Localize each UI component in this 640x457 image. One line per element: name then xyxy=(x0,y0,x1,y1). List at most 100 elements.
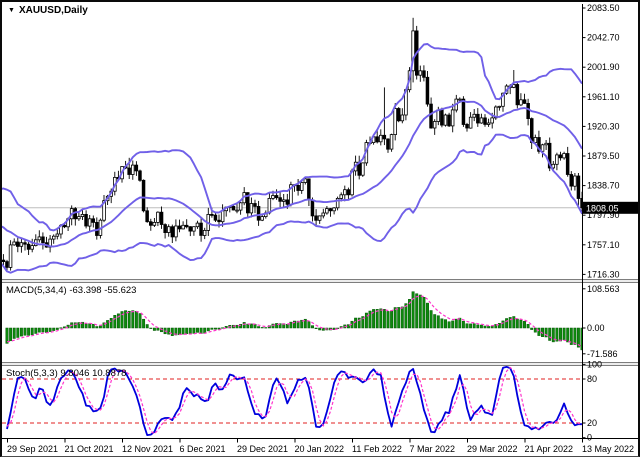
bollinger-lower-line xyxy=(2,133,582,274)
macd-bar xyxy=(23,327,27,336)
macd-bar xyxy=(224,326,228,329)
macd-bar xyxy=(523,321,526,329)
candle-body xyxy=(483,117,487,125)
candle-body xyxy=(19,242,24,247)
macd-bar xyxy=(102,322,106,329)
candle-body xyxy=(199,222,203,236)
macd-bar xyxy=(562,327,566,341)
candle-body xyxy=(256,205,261,221)
macd-bar xyxy=(5,327,9,344)
macd-bar xyxy=(300,319,304,329)
candle-body xyxy=(278,197,282,202)
candle-body xyxy=(468,116,473,129)
candle-body xyxy=(425,76,430,105)
macd-bar xyxy=(303,318,307,329)
candle-body xyxy=(23,242,27,245)
macd-bar xyxy=(454,318,458,329)
candle-body xyxy=(15,241,20,247)
macd-bar xyxy=(515,318,519,329)
macd-bar xyxy=(440,318,444,329)
macd-bar xyxy=(415,293,419,329)
macd-bar xyxy=(174,327,178,336)
macd-bar xyxy=(48,327,52,332)
time-axis[interactable]: 29 Sep 2021 21 Oct 2021 12 Nov 2021 6 Dec 2… xyxy=(7,439,634,454)
macd-bar xyxy=(447,321,451,329)
macd-bar xyxy=(429,310,433,329)
chart-header: ▼ XAUUSD,Daily xyxy=(8,5,88,16)
candle-body xyxy=(152,221,157,226)
separator-main-macd[interactable] xyxy=(2,279,640,280)
macd-bar xyxy=(497,323,501,329)
time-tick-label: 21 Apr 2022 xyxy=(525,444,574,454)
candle-body xyxy=(260,216,264,221)
macd-bar xyxy=(149,327,153,329)
time-tick-label: 29 Mar 2022 xyxy=(467,444,518,454)
candle-body xyxy=(314,215,318,221)
macd-bar xyxy=(66,324,70,329)
separator-macd-stoch[interactable] xyxy=(2,362,640,363)
time-tick-label: 7 Mar 2022 xyxy=(410,444,456,454)
macd-bar xyxy=(12,327,16,339)
candle-body xyxy=(332,207,336,212)
macd-bar xyxy=(311,325,314,329)
macd-bar xyxy=(45,327,48,333)
separator-macd-stoch-groove xyxy=(2,363,638,365)
candle-body xyxy=(296,184,300,191)
macd-bar xyxy=(95,326,99,329)
candle-body xyxy=(52,235,56,240)
candle-body xyxy=(328,208,333,212)
macd-bar xyxy=(52,327,56,331)
candle-body xyxy=(432,121,437,129)
macd-bar xyxy=(113,315,117,329)
candle-body xyxy=(547,142,552,169)
candles-series[interactable] xyxy=(2,17,583,271)
macd-bar xyxy=(55,327,59,330)
macd-bar xyxy=(379,308,383,329)
macd-bar xyxy=(81,321,84,329)
macd-bar xyxy=(422,297,426,329)
macd-bar xyxy=(357,317,361,329)
price-tick-label: 1797.90 xyxy=(587,210,620,220)
candle-body xyxy=(562,153,566,159)
candle-body xyxy=(26,243,31,250)
macd-bar xyxy=(88,323,92,329)
time-tick-label: 13 May 2022 xyxy=(582,444,634,454)
candle-body xyxy=(317,215,322,221)
candle-body xyxy=(170,226,175,238)
price-tick-label: 1961.10 xyxy=(587,92,620,102)
macd-bar xyxy=(142,318,146,329)
macd-bar xyxy=(293,320,296,329)
candle-body xyxy=(555,154,559,165)
macd-tick-label: 108.563 xyxy=(587,284,620,294)
candle-body xyxy=(231,205,236,211)
price-axis[interactable]: 2083.50 2042.70 2001.90 1961.10 1920.30 1879.… xyxy=(2,3,640,443)
time-tick-label: 11 Feb 2022 xyxy=(352,444,402,454)
main-price-panel[interactable] xyxy=(2,17,583,274)
price-tick-label: 2083.50 xyxy=(587,3,620,13)
macd-bar xyxy=(318,327,322,331)
macd-bar xyxy=(59,327,63,329)
macd-bar xyxy=(368,310,372,329)
candle-body xyxy=(181,224,185,230)
candle-body xyxy=(519,99,523,106)
candle-body xyxy=(210,213,214,216)
symbol-dropdown-icon[interactable]: ▼ xyxy=(8,7,15,14)
candle-body xyxy=(307,178,311,201)
macd-panel[interactable] xyxy=(5,291,583,351)
macd-bar xyxy=(465,323,469,329)
stoch-panel[interactable] xyxy=(2,366,582,436)
candle-body xyxy=(41,236,45,244)
candle-body xyxy=(346,189,351,196)
candle-body xyxy=(102,200,106,221)
candle-body xyxy=(141,179,146,212)
macd-bar xyxy=(73,322,77,329)
candle-body xyxy=(303,178,308,183)
candle-body xyxy=(497,105,502,108)
candle-body xyxy=(339,194,343,199)
macd-bar xyxy=(156,327,160,331)
macd-bar xyxy=(551,327,555,343)
macd-bar xyxy=(27,327,31,336)
candle-body xyxy=(533,137,538,143)
